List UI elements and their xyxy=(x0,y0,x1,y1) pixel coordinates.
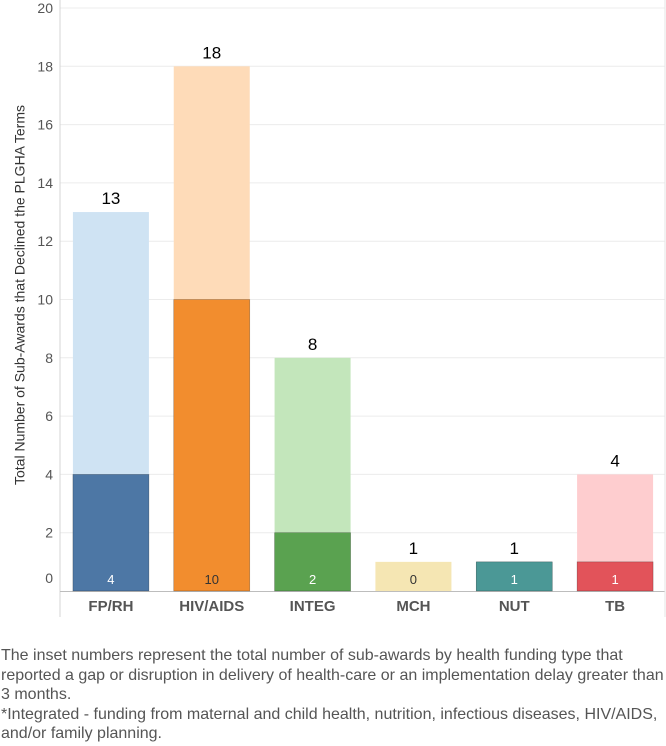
gridlines xyxy=(60,7,665,534)
y-tick-label: 0 xyxy=(45,570,53,586)
bar-total-label: 13 xyxy=(101,189,120,208)
bar-total xyxy=(375,561,452,591)
y-axis-label: Total Number of Sub-Awards that Declined… xyxy=(12,105,28,485)
bar-inset-label: 1 xyxy=(511,572,518,587)
bar-inset-label: 0 xyxy=(410,572,417,587)
y-tick-label: 14 xyxy=(37,175,53,191)
y-tick-label: 6 xyxy=(45,408,53,424)
bar-inset xyxy=(274,532,351,592)
bar-inset-label: 4 xyxy=(107,572,114,587)
y-tick-label: 4 xyxy=(45,466,53,482)
x-category-label: INTEG xyxy=(290,598,336,615)
x-category-label: NUT xyxy=(499,598,530,615)
bar-total-label: 4 xyxy=(610,451,619,470)
y-tick-label: 10 xyxy=(37,292,53,308)
x-category-label: HIV/AIDS xyxy=(179,598,244,615)
bar-inset xyxy=(72,474,150,592)
bar-inset-label: 10 xyxy=(205,572,219,587)
x-category-label: TB xyxy=(605,598,625,615)
bar-inset-label: 1 xyxy=(611,572,618,587)
x-category-label: FP/RH xyxy=(88,598,133,615)
bar-total-label: 1 xyxy=(510,539,519,558)
bar-total-label: 1 xyxy=(409,539,418,558)
bar-inset xyxy=(475,561,553,592)
caption-footnote: *Integrated - funding from maternal and … xyxy=(1,705,658,743)
bar-inset xyxy=(173,299,251,592)
bars xyxy=(72,66,654,592)
bar-labels: 134FP/RH1810HIV/AIDS82INTEG10MCH11NUT41T… xyxy=(88,43,625,615)
chart-caption: The inset numbers represent the total nu… xyxy=(1,646,665,744)
y-tick-label: 2 xyxy=(45,525,53,541)
y-tick-label: 16 xyxy=(37,117,53,133)
caption-note: The inset numbers represent the total nu… xyxy=(1,647,664,703)
y-tick-label: 8 xyxy=(45,350,53,366)
bar-total-label: 8 xyxy=(308,335,317,354)
bar-inset-label: 2 xyxy=(309,572,316,587)
bar-inset xyxy=(576,561,654,592)
x-category-label: MCH xyxy=(396,598,430,615)
y-tick-label: 12 xyxy=(37,233,53,249)
y-tick-label: 20 xyxy=(37,0,53,16)
bar-total-label: 18 xyxy=(202,43,221,62)
y-tick-label: 18 xyxy=(37,58,53,74)
